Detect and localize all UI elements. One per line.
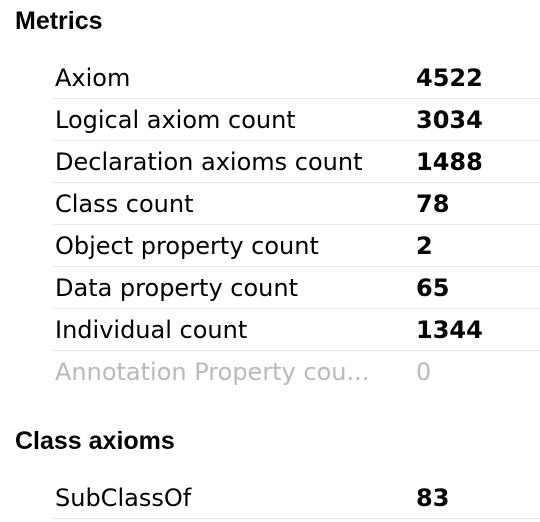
metric-label: Logical axiom count (55, 106, 296, 134)
class-axioms-section-title: Class axioms (15, 427, 175, 455)
metric-row-axiom[interactable]: Axiom 4522 (52, 57, 540, 99)
metric-label: Data property count (55, 274, 299, 302)
metric-row-annotation-property-count: Annotation Property cou... 0 (52, 351, 540, 393)
metrics-table: Axiom 4522 Logical axiom count 3034 Decl… (52, 57, 540, 393)
metric-value: 1344 (416, 316, 483, 344)
metric-label: SubClassOf (55, 484, 192, 512)
class-axioms-table: SubClassOf 83 (52, 477, 540, 519)
metrics-section-title: Metrics (15, 7, 103, 35)
metric-value: 65 (416, 274, 450, 302)
metric-label: Individual count (55, 316, 248, 344)
metric-value: 1488 (416, 148, 483, 176)
metric-value: 4522 (416, 64, 483, 92)
metric-row-subclassof[interactable]: SubClassOf 83 (52, 477, 540, 519)
metric-row-object-property-count[interactable]: Object property count 2 (52, 225, 540, 267)
metric-value: 78 (416, 190, 450, 218)
metric-value: 0 (416, 358, 432, 386)
metric-row-data-property-count[interactable]: Data property count 65 (52, 267, 540, 309)
metric-row-class-count[interactable]: Class count 78 (52, 183, 540, 225)
metric-label: Declaration axioms count (55, 148, 363, 176)
metric-value: 3034 (416, 106, 483, 134)
metric-label: Class count (55, 190, 194, 218)
metric-label: Axiom (55, 64, 131, 92)
metric-row-individual-count[interactable]: Individual count 1344 (52, 309, 540, 351)
metric-value: 83 (416, 484, 450, 512)
metric-row-logical-axiom-count[interactable]: Logical axiom count 3034 (52, 99, 540, 141)
metric-row-declaration-axioms-count[interactable]: Declaration axioms count 1488 (52, 141, 540, 183)
metric-label: Object property count (55, 232, 319, 260)
metric-label: Annotation Property cou... (55, 358, 370, 386)
metric-value: 2 (416, 232, 433, 260)
